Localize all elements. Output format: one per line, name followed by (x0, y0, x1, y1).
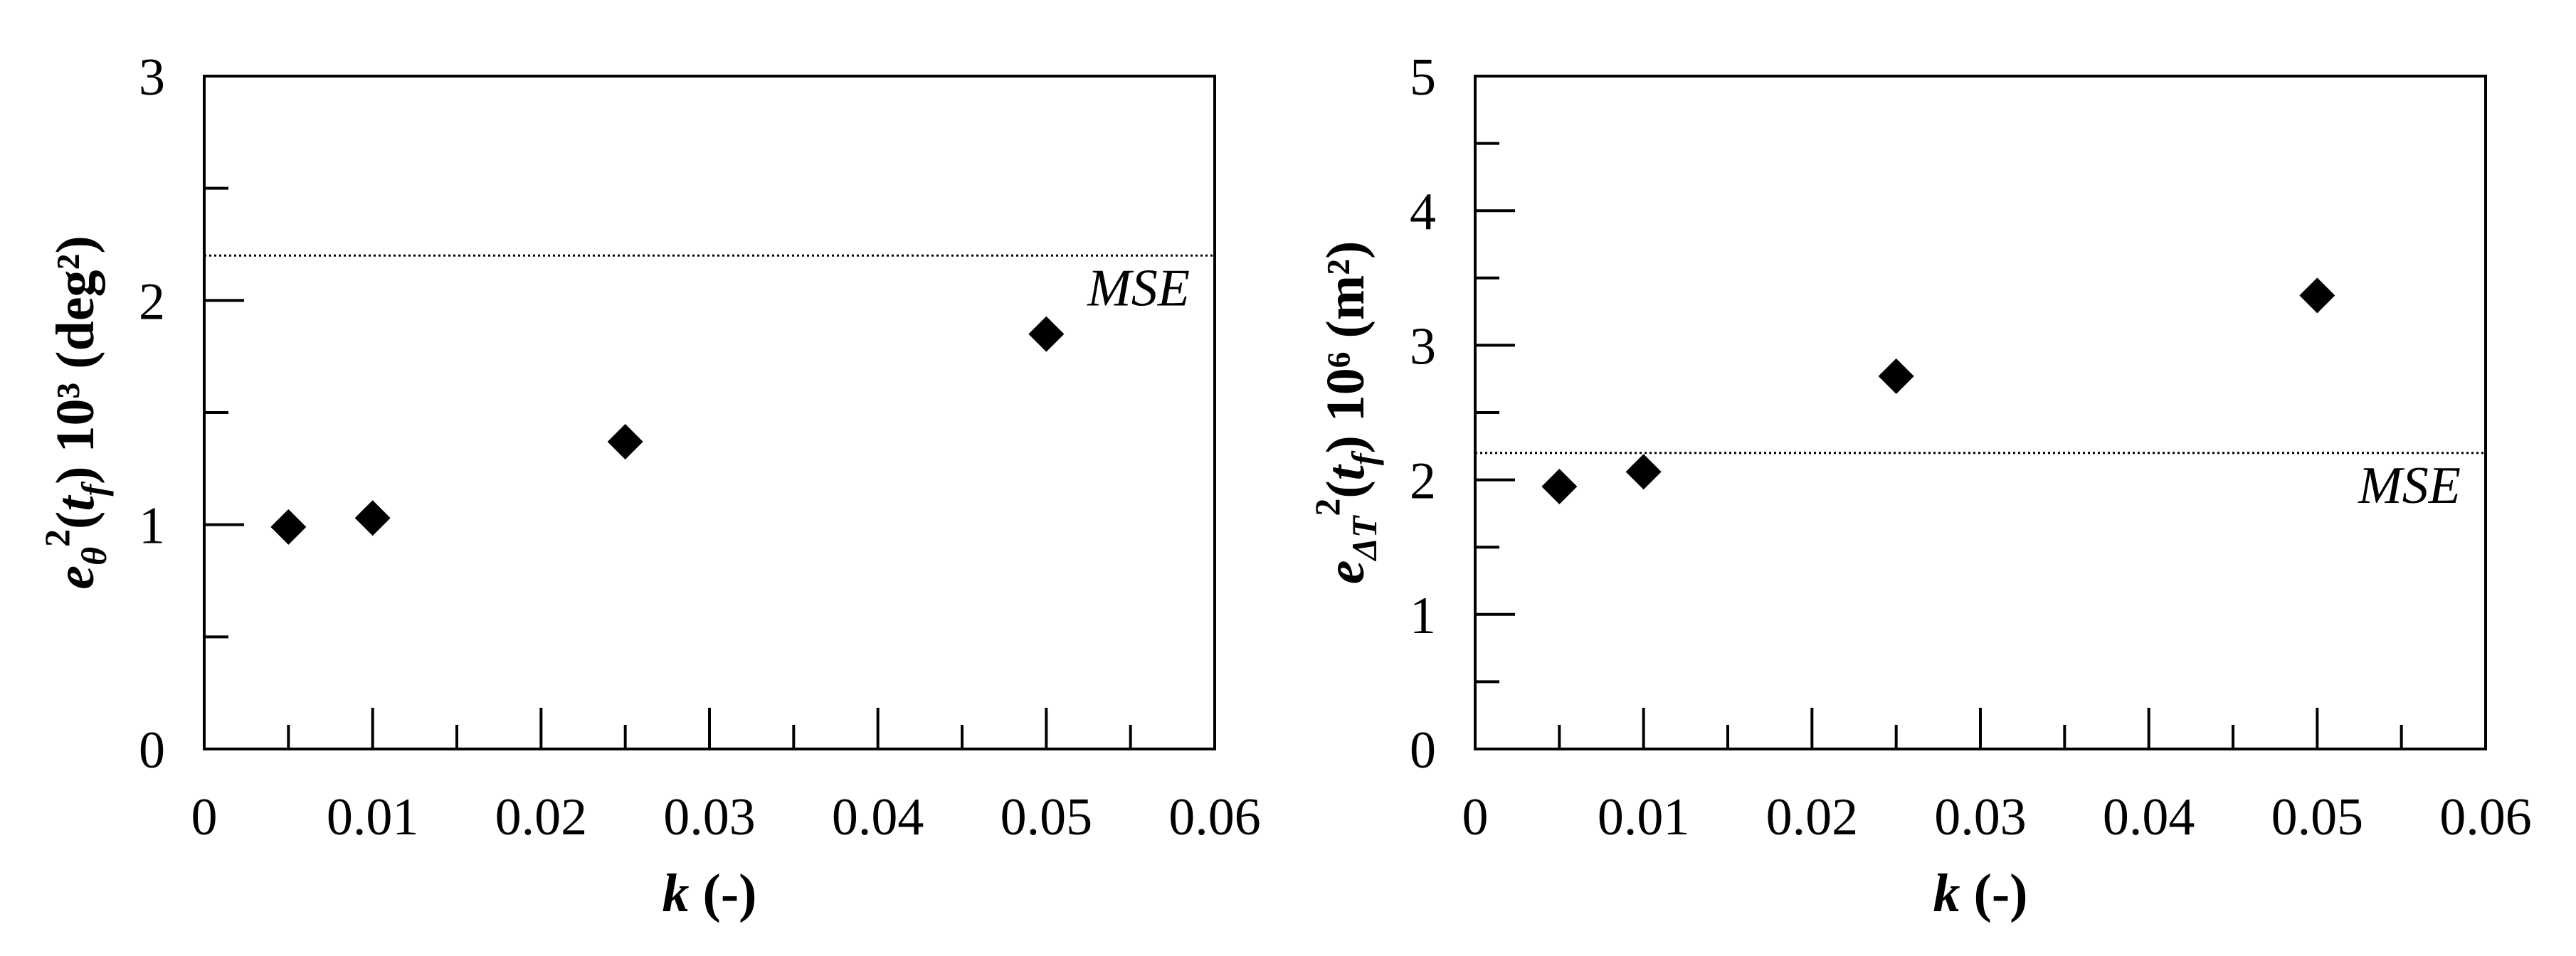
y-tick-label: 5 (1410, 48, 1436, 107)
y-tick-label: 2 (139, 272, 165, 331)
data-point (1028, 316, 1065, 352)
x-tick-label: 0.03 (663, 788, 756, 846)
data-point (1625, 454, 1662, 490)
y-tick-label: 0 (139, 721, 165, 780)
x-tick-label: 0.05 (2271, 788, 2364, 846)
plot-frame (203, 75, 1216, 750)
x-tick-label: 0.03 (1934, 788, 2027, 846)
x-tick-label: 0.04 (832, 788, 924, 846)
x-tick-label: 0.06 (1168, 788, 1261, 846)
x-tick-label: 0.01 (327, 788, 419, 846)
y-axis-label: eθ2(tf) 10³ (deg²) (37, 235, 114, 589)
plot-frame (1474, 75, 2487, 750)
data-point (607, 423, 643, 460)
x-tick-label: 0.06 (2439, 788, 2532, 846)
x-tick-label: 0.01 (1598, 788, 1690, 846)
chart-right: 0 0.01 0.02 0.03 0.04 0.05 0.06 0 1 2 3 4 5 MSE k (-) e… (1307, 48, 2532, 923)
x-tick-label: 0 (191, 788, 218, 846)
y-tick-label: 4 (1410, 183, 1436, 241)
y-tick-label: 1 (139, 497, 165, 556)
y-tick-label: 0 (1410, 721, 1436, 780)
x-tick-label: 0.02 (1766, 788, 1859, 846)
x-tick-label: 0.05 (1001, 788, 1093, 846)
y-tick-label: 3 (139, 48, 165, 107)
y-tick-label: 1 (1410, 587, 1436, 645)
y-axis-label: eΔT2(tf) 10⁶ (m²) (1307, 241, 1384, 585)
x-tick-label: 0.02 (495, 788, 588, 846)
x-axis-label: k (-) (1933, 864, 2028, 923)
y-tick-label: 2 (1410, 452, 1436, 511)
mse-label: MSE (2358, 457, 2461, 515)
data-point (1878, 358, 1914, 394)
x-tick-label: 0.04 (2103, 788, 2195, 846)
mse-label: MSE (1087, 259, 1190, 317)
data-point (354, 500, 391, 536)
x-tick-label: 0 (1462, 788, 1489, 846)
chart-left: 0 0.01 0.02 0.03 0.04 0.05 0.06 0 1 2 3 MSE k (-) eθ2… (37, 48, 1261, 923)
x-axis-label: k (-) (663, 864, 757, 923)
y-tick-label: 3 (1410, 317, 1436, 376)
data-point (1541, 469, 1578, 505)
data-point (270, 509, 307, 545)
data-point (2299, 277, 2335, 314)
